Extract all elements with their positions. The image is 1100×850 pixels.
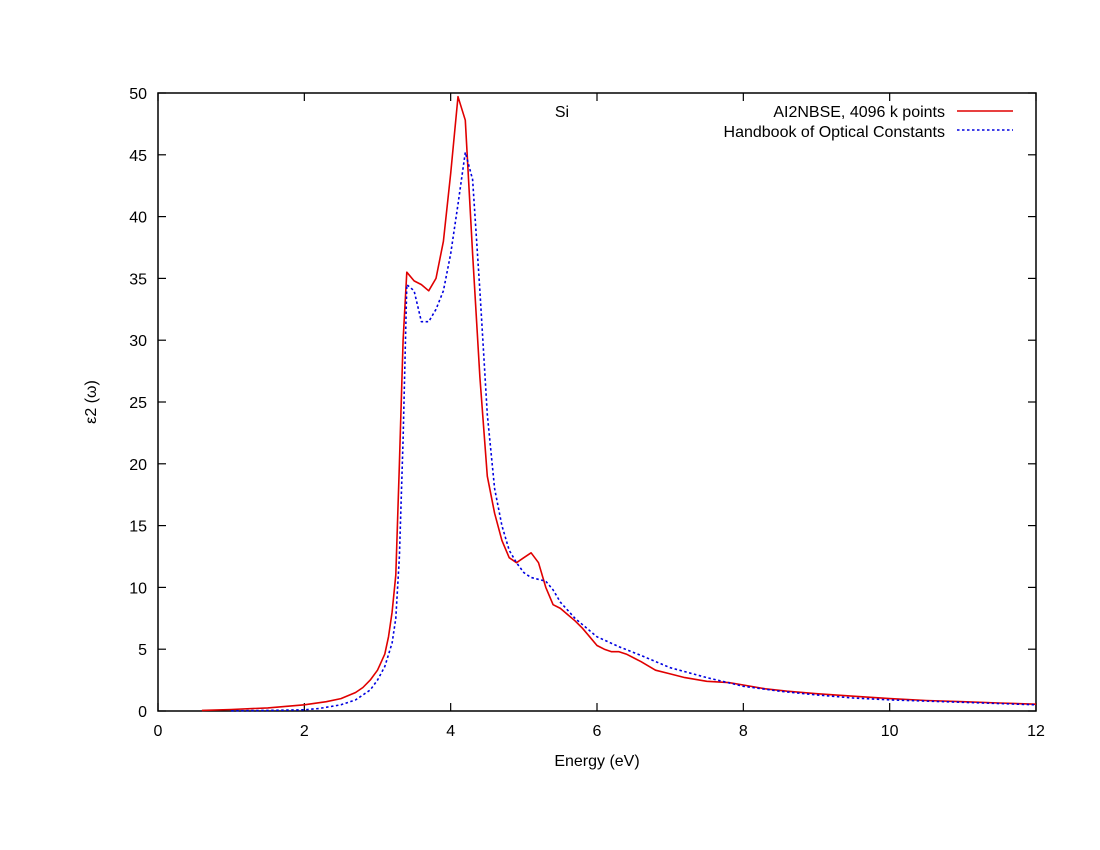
y-tick-label: 10 [129, 580, 147, 597]
x-tick-label: 2 [300, 723, 309, 740]
legend: AI2NBSE, 4096 k points Handbook of Optic… [724, 104, 1013, 141]
legend-label-handbook: Handbook of Optical Constants [724, 124, 945, 141]
x-tick-label: 0 [154, 723, 163, 740]
x-tick-label: 6 [593, 723, 602, 740]
tick-marks [157, 92, 1037, 712]
y-tick-label: 35 [129, 271, 147, 288]
legend-label-ai2nbse: AI2NBSE, 4096 k points [773, 104, 945, 121]
y-axis-label: ε2 (ω) [83, 380, 100, 424]
y-tick-label: 30 [129, 333, 147, 350]
y-tick-label: 20 [129, 457, 147, 474]
series-lines [201, 95, 1037, 712]
y-tick-label: 25 [129, 395, 147, 412]
x-tick-label: 8 [739, 723, 748, 740]
y-tick-label: 5 [138, 642, 147, 659]
x-tick-label: 10 [881, 723, 899, 740]
series-line-handbook [231, 151, 1037, 712]
y-tick-label: 15 [129, 519, 147, 536]
y-tick-label: 40 [129, 210, 147, 227]
y-tick-label: 0 [138, 704, 147, 721]
x-axis-label: Energy (eV) [554, 753, 639, 770]
chart-title: Si [555, 104, 569, 121]
series-line-ai2nbse [201, 95, 1037, 712]
y-tick-label: 45 [129, 148, 147, 165]
tick-labels: 0 2 4 6 8 10 12 0 5 10 15 20 25 30 35 40 45 50 [129, 86, 1045, 740]
y-tick-label: 50 [129, 86, 147, 103]
plot-frame [157, 92, 1037, 712]
x-tick-label: 4 [446, 723, 455, 740]
x-tick-label: 12 [1027, 723, 1045, 740]
